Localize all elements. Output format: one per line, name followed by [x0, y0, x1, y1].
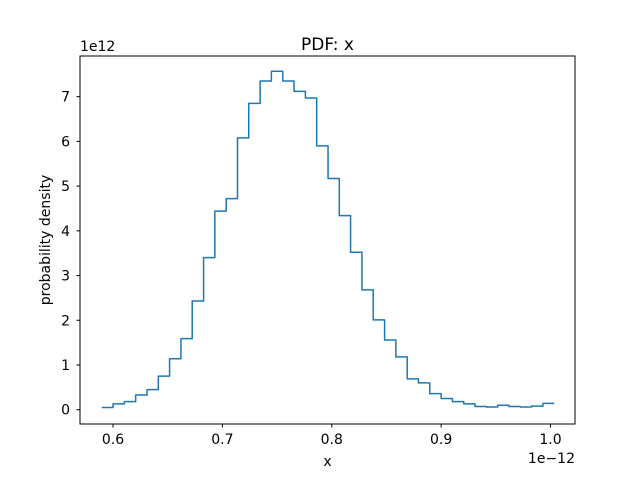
y-tick-label: 3: [61, 269, 70, 285]
y-tick-label: 5: [61, 179, 70, 195]
y-tick-label: 0: [61, 403, 70, 419]
x-tick-label: 1.0: [539, 432, 561, 448]
y-axis-label: probability density: [38, 174, 54, 306]
axes-spines: [79, 55, 576, 425]
x-axis-label: x: [323, 454, 332, 470]
x-tick-label: 0.8: [321, 432, 343, 448]
y-axis-offset-text: 1e12: [80, 39, 116, 55]
y-tick-label: 1: [61, 358, 70, 374]
y-tick-label: 2: [61, 313, 70, 329]
x-tick-label: 0.9: [430, 432, 452, 448]
plot-title: PDF: x: [301, 35, 354, 55]
y-tick-label: 4: [61, 224, 70, 240]
x-tick-label: 0.6: [102, 432, 124, 448]
y-tick-label: 6: [61, 134, 70, 150]
x-axis-offset-text: 1e−12: [527, 451, 575, 467]
x-tick-label: 0.7: [211, 432, 233, 448]
y-tick-label: 7: [61, 90, 70, 106]
pdf-step-line: [101, 70, 555, 409]
